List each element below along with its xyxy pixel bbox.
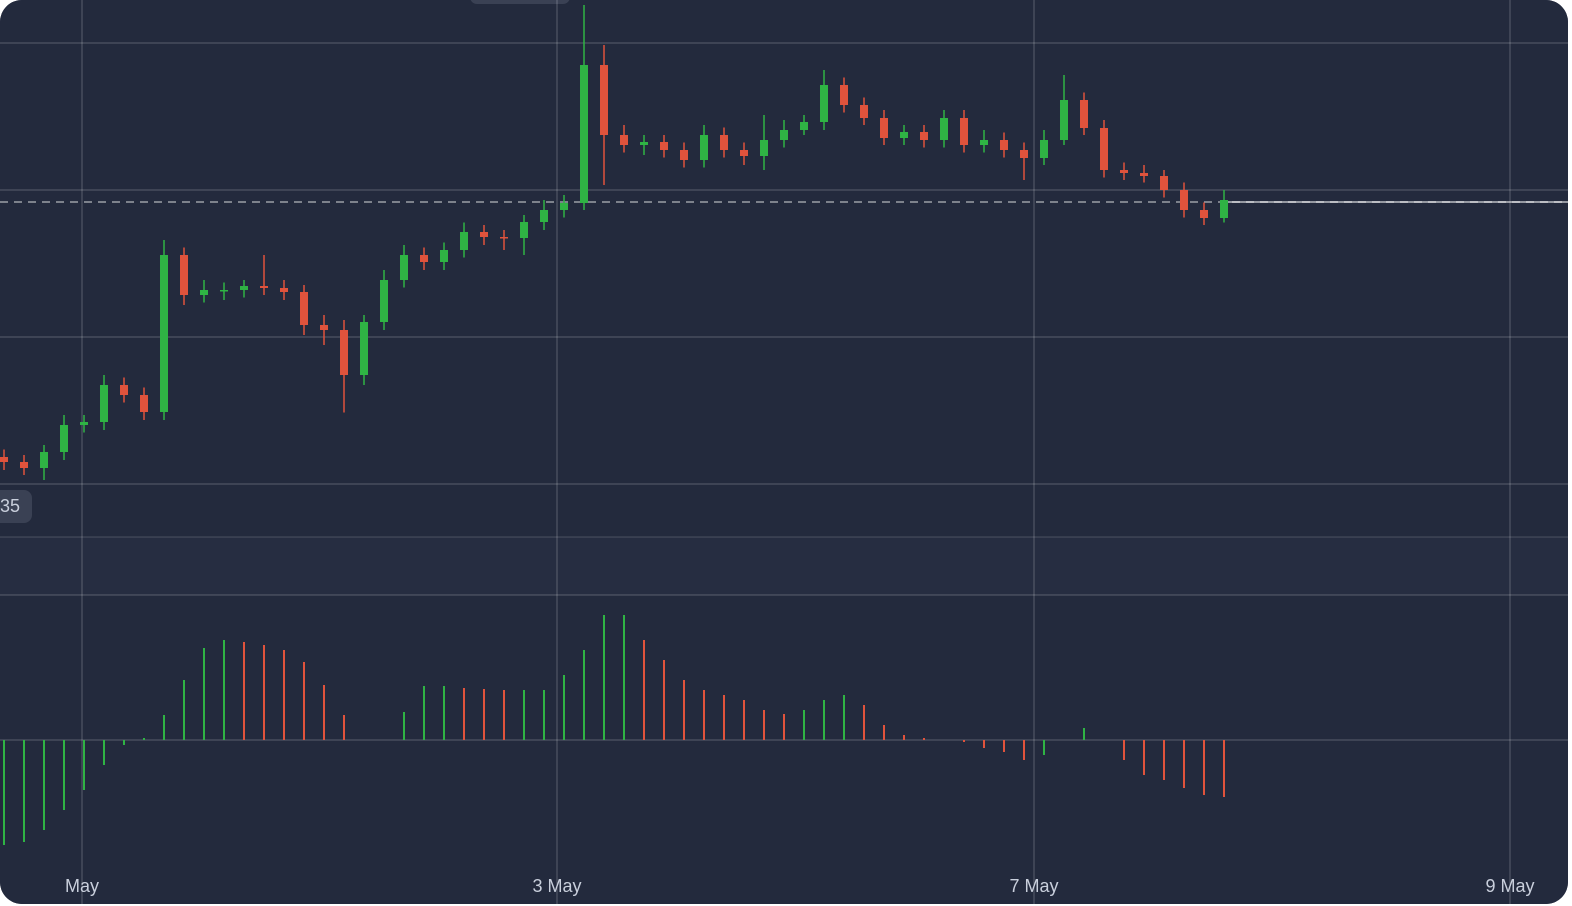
candle-body xyxy=(200,290,208,295)
candle-body xyxy=(680,150,688,160)
candle-body xyxy=(820,85,828,122)
candle-body xyxy=(80,422,88,425)
candle-body xyxy=(140,395,148,412)
candle-body xyxy=(740,150,748,156)
candle-body xyxy=(1220,200,1228,218)
candle-body xyxy=(320,325,328,330)
candle-body xyxy=(980,140,988,145)
candle-body xyxy=(840,85,848,105)
candle-body xyxy=(660,142,668,150)
candle-body xyxy=(160,255,168,412)
candle-body xyxy=(700,135,708,160)
candle-body xyxy=(1080,100,1088,128)
candle-body xyxy=(1200,210,1208,218)
candle-body xyxy=(20,462,28,468)
candle-body xyxy=(380,280,388,322)
candle-body xyxy=(760,140,768,156)
candle-body xyxy=(1120,170,1128,173)
candle-body xyxy=(1000,140,1008,150)
x-tick-label: 7 May xyxy=(1009,876,1058,896)
candle-body xyxy=(620,135,628,145)
candle-body xyxy=(100,385,108,422)
candle-body xyxy=(1180,190,1188,210)
candle-body xyxy=(1060,100,1068,140)
price-tag: 35 xyxy=(0,496,20,516)
candle-body xyxy=(900,132,908,138)
candle-body xyxy=(300,292,308,325)
x-tick-label: 3 May xyxy=(532,876,581,896)
candle-body xyxy=(280,288,288,292)
candle-body xyxy=(1040,140,1048,158)
candle-body xyxy=(720,135,728,150)
panel-gap xyxy=(0,537,1568,595)
price-tag-bg xyxy=(0,490,32,523)
candle-body xyxy=(780,130,788,140)
candle-body xyxy=(500,237,508,239)
candle-body xyxy=(1020,150,1028,158)
candle-body xyxy=(220,290,228,292)
candle-body xyxy=(920,132,928,140)
candle-body xyxy=(1160,176,1168,190)
candle-body xyxy=(560,203,568,210)
candle-body xyxy=(340,330,348,375)
candle-body xyxy=(240,286,248,290)
candle-body xyxy=(640,142,648,145)
candle-body xyxy=(540,210,548,222)
candle-body xyxy=(260,286,268,288)
candle-body xyxy=(120,385,128,395)
candle-body xyxy=(180,255,188,295)
candle-body xyxy=(600,65,608,135)
candle-body xyxy=(400,255,408,280)
candle-body xyxy=(800,122,808,130)
candle-body xyxy=(420,255,428,262)
candle-body xyxy=(880,118,888,138)
candle-body xyxy=(860,105,868,118)
candle-body xyxy=(360,322,368,375)
candle-body xyxy=(940,118,948,140)
candle-body xyxy=(1100,128,1108,170)
marks xyxy=(0,5,1228,845)
candle-body xyxy=(440,250,448,262)
top-tag xyxy=(470,0,570,4)
candle-body xyxy=(580,65,588,203)
candle-body xyxy=(480,232,488,237)
candle-body xyxy=(60,425,68,452)
candle-body xyxy=(40,452,48,468)
x-tick-label: 9 May xyxy=(1485,876,1534,896)
x-tick-label: May xyxy=(65,876,99,896)
candle-body xyxy=(1140,173,1148,176)
candle-body xyxy=(960,118,968,145)
candle-body xyxy=(460,232,468,250)
candle-body xyxy=(520,222,528,238)
candle-body xyxy=(0,457,8,462)
